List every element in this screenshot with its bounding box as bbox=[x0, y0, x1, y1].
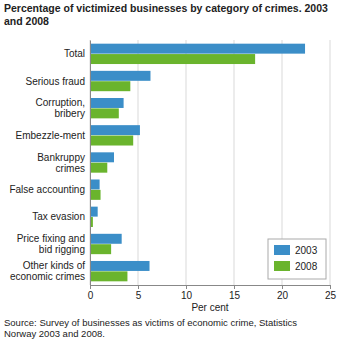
bar bbox=[90, 163, 107, 173]
x-tick-mark bbox=[90, 285, 91, 289]
y-tick-label-line: Bankruppy bbox=[37, 152, 85, 163]
x-axis-line bbox=[91, 286, 331, 290]
legend-label: 2003 bbox=[295, 245, 318, 256]
y-tick-label: Other kinds ofeconomic crimes bbox=[10, 260, 85, 282]
x-tick-label: 20 bbox=[277, 290, 289, 301]
x-tick-label: 25 bbox=[325, 290, 337, 301]
bar bbox=[90, 190, 101, 200]
x-tick-mark bbox=[186, 285, 187, 289]
y-tick-label: Tax evasion bbox=[32, 211, 85, 222]
bar bbox=[90, 261, 150, 271]
title-line: Percentage of victimized businesses by c… bbox=[4, 2, 328, 14]
y-tick-label-line: Serious fraud bbox=[26, 76, 85, 87]
y-tick-label-line: Embezzle-ment bbox=[16, 130, 86, 141]
y-tick-label-line: Price fixing and bbox=[17, 233, 85, 244]
grid bbox=[90, 40, 330, 285]
legend-swatch bbox=[274, 245, 290, 255]
bar bbox=[90, 207, 98, 217]
y-tick-label-line: Tax evasion bbox=[32, 211, 85, 222]
y-axis-line bbox=[90, 41, 91, 286]
bar bbox=[90, 271, 127, 281]
grid-line bbox=[90, 40, 91, 285]
grid-line bbox=[234, 40, 235, 285]
bar bbox=[90, 44, 305, 54]
y-tick-label-line: crimes bbox=[56, 163, 85, 174]
legend: 2003 2008 bbox=[268, 239, 326, 279]
y-tick-label-line: Total bbox=[64, 48, 85, 59]
y-axis bbox=[90, 41, 91, 286]
bar bbox=[90, 108, 119, 118]
title: Percentage of victimized businesses by c… bbox=[4, 2, 328, 27]
y-tick-label-line: False accounting bbox=[9, 184, 85, 195]
x-axis: 0 5 10 15 20 25 bbox=[88, 285, 337, 301]
bar bbox=[90, 125, 140, 135]
source: Source: Survey of businesses as victims … bbox=[4, 317, 297, 339]
x-tick-mark bbox=[330, 285, 331, 289]
y-tick-label: Price fixing andbid rigging bbox=[17, 233, 85, 255]
chart: Percentage of victimized businesses by c… bbox=[0, 0, 342, 339]
bar bbox=[90, 54, 255, 64]
legend-box bbox=[268, 239, 326, 279]
y-tick-label: Total bbox=[64, 48, 85, 59]
x-tick: 10 bbox=[181, 285, 193, 301]
y-tick-labels: Total Serious fraud Corruption,bribery Embe… bbox=[9, 48, 85, 282]
y-tick-label: False accounting bbox=[9, 184, 85, 195]
y-tick-label-line: bid rigging bbox=[39, 244, 85, 255]
bar bbox=[90, 244, 111, 254]
x-axis-title: Per cent bbox=[191, 302, 228, 313]
y-tick-label: Bankruppycrimes bbox=[37, 152, 85, 174]
y-tick-label-line: economic crimes bbox=[10, 271, 85, 282]
grid-line bbox=[186, 40, 187, 285]
y-tick-label: Corruption,bribery bbox=[36, 97, 85, 119]
grid-line bbox=[330, 40, 331, 285]
x-tick: 25 bbox=[325, 285, 337, 301]
bar bbox=[90, 71, 150, 81]
bar bbox=[90, 136, 133, 146]
source-line: Norway 2003 and 2008. bbox=[4, 328, 105, 339]
x-tick-mark bbox=[234, 285, 235, 289]
bar bbox=[90, 98, 124, 108]
x-tick-label: 15 bbox=[229, 290, 241, 301]
x-tick-label: 0 bbox=[88, 290, 94, 301]
y-tick-label-line: bribery bbox=[54, 108, 85, 119]
x-tick: 5 bbox=[136, 285, 142, 301]
x-tick: 20 bbox=[277, 285, 289, 301]
bar bbox=[90, 152, 114, 162]
x-tick: 15 bbox=[229, 285, 241, 301]
y-tick-label-line: Corruption, bbox=[36, 97, 85, 108]
x-tick-mark bbox=[138, 285, 139, 289]
x-tick-mark bbox=[282, 285, 283, 289]
bar bbox=[90, 179, 100, 189]
legend-label: 2008 bbox=[295, 261, 318, 272]
source-line: Source: Survey of businesses as victims … bbox=[4, 317, 297, 328]
x-tick: 0 bbox=[88, 285, 94, 301]
title-line: and 2008 bbox=[4, 15, 49, 27]
bar bbox=[90, 234, 122, 244]
bar bbox=[90, 81, 130, 91]
x-tick-label: 10 bbox=[181, 290, 193, 301]
x-tick-label: 5 bbox=[136, 290, 142, 301]
y-tick-label: Serious fraud bbox=[26, 76, 85, 87]
y-tick-label: Embezzle-ment bbox=[16, 130, 86, 141]
y-tick-label-line: Other kinds of bbox=[23, 260, 85, 271]
legend-swatch bbox=[274, 261, 290, 271]
